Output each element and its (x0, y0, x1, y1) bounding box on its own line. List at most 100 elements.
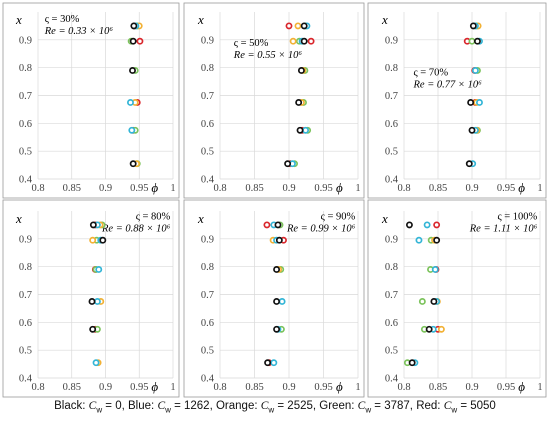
y-tick-label: 0.6 (385, 119, 398, 130)
x-axis-label: ϕ (151, 379, 158, 394)
porosity-annotation: ς = 70% (414, 67, 449, 78)
panel-4: 0.8 0.85 0.9 0.95 1 0.4 0.5 0.6 0.7 0.8 0.9 x ϕ ς = 8… (2, 199, 180, 398)
x-axis-label: ϕ (151, 180, 158, 195)
x-tick-label: 0.85 (63, 382, 81, 393)
panel-1: 0.8 0.85 0.9 0.95 1 0.4 0.5 0.6 0.7 0.8 0.9 x ϕ ς = 3… (2, 2, 180, 199)
y-tick-label: 0.5 (201, 147, 214, 158)
data-point-orange (89, 236, 97, 244)
y-axis-label: x (15, 211, 22, 226)
data-point-black (465, 160, 473, 168)
y-tick-label: 0.9 (201, 35, 214, 46)
reynolds-annotation: Re = 0.99 × 10⁶ (286, 223, 356, 234)
caption-entry-2: Orange: Cw = 2525 (215, 400, 313, 415)
data-point-orange (294, 22, 302, 30)
data-point-black (473, 37, 481, 45)
y-tick-label: 0.8 (19, 262, 32, 273)
x-tick-label: 0.9 (99, 183, 112, 194)
y-tick-label: 0.9 (19, 35, 32, 46)
x-tick-label: 0.95 (314, 382, 332, 393)
x-tick-label: 1 (355, 382, 360, 393)
porosity-annotation: ς = 50% (234, 38, 269, 49)
y-tick-label: 0.4 (201, 374, 215, 385)
data-point-blue (93, 298, 101, 305)
x-tick-label: 0.8 (397, 382, 410, 393)
x-tick-label: 0.8 (397, 183, 410, 194)
y-tick-label: 0.7 (385, 91, 398, 102)
data-point-blue (423, 221, 431, 229)
data-point-black (468, 126, 476, 134)
data-point-black (297, 66, 305, 74)
x-tick-label: 1 (170, 183, 175, 194)
data-point-black (275, 236, 283, 244)
data-point-black (408, 359, 416, 367)
data-point-black (296, 126, 304, 134)
data-point-blue (128, 126, 136, 134)
data-point-black (130, 22, 138, 30)
y-tick-label: 0.9 (385, 35, 398, 46)
data-point-blue (278, 298, 286, 305)
y-tick-label: 0.8 (385, 262, 398, 273)
data-point-black (89, 325, 97, 333)
x-tick-label: 0.9 (99, 382, 112, 393)
data-point-black (129, 160, 137, 168)
data-point-red (136, 37, 144, 45)
porosity-annotation: ς = 30% (45, 14, 80, 25)
y-tick-label: 0.5 (201, 346, 214, 357)
data-point-black (284, 160, 292, 168)
data-point-black (273, 298, 281, 305)
y-tick-label: 0.9 (201, 234, 214, 245)
y-axis-label: x (381, 211, 388, 226)
data-point-orange (437, 325, 445, 333)
y-tick-label: 0.6 (385, 318, 398, 329)
x-tick-label: 0.95 (314, 183, 332, 194)
y-tick-label: 0.4 (385, 175, 399, 186)
data-point-blue (302, 126, 310, 134)
data-point-red (433, 221, 441, 229)
data-point-blue (127, 99, 134, 106)
data-point-black (425, 325, 433, 333)
x-tick-label: 0.85 (429, 382, 447, 393)
data-point-black (129, 37, 137, 45)
x-tick-label: 0.95 (497, 382, 515, 393)
data-point-black (467, 99, 475, 106)
y-tick-label: 0.6 (19, 318, 32, 329)
data-point-black (89, 221, 97, 229)
y-tick-label: 0.9 (19, 234, 32, 245)
data-point-black (99, 236, 107, 244)
y-axis-label: x (381, 12, 388, 27)
data-point-black (88, 298, 96, 305)
data-point-red (263, 221, 271, 229)
panel-2: 0.8 0.85 0.9 0.95 1 0.4 0.5 0.6 0.7 0.8 0.9 x ϕ ς = 5… (183, 2, 365, 199)
x-tick-label: 0.9 (465, 382, 478, 393)
panel-5: 0.8 0.85 0.9 0.95 1 0.4 0.5 0.6 0.7 0.8 0.9 x ϕ ς = 9… (183, 199, 365, 398)
panel-6: 0.8 0.85 0.9 0.95 1 0.4 0.5 0.6 0.7 0.8 0.9 x ϕ ς = 1… (367, 199, 547, 398)
legend-caption: Black: Cw = 0, Blue: Cw = 1262, Orange: … (54, 400, 496, 415)
caption-entry-4: Red: Cw = 5050 (416, 400, 496, 415)
y-tick-label: 0.7 (19, 91, 32, 102)
x-tick-label: 0.9 (282, 183, 295, 194)
y-tick-label: 0.4 (19, 175, 33, 186)
x-axis-label: ϕ (518, 180, 525, 195)
x-tick-label: 0.95 (497, 183, 515, 194)
y-tick-label: 0.5 (385, 147, 398, 158)
y-tick-label: 0.8 (201, 63, 214, 74)
panel-frame (367, 199, 547, 398)
y-axis-label: x (15, 12, 22, 27)
x-tick-label: 0.8 (213, 382, 226, 393)
data-point-blue (431, 266, 439, 273)
panel-frame (183, 2, 365, 199)
x-tick-label: 0.95 (130, 183, 148, 194)
x-tick-label: 0.8 (31, 183, 44, 194)
caption-entry-0: Black: Cw = 0 (54, 400, 122, 415)
y-tick-label: 0.6 (19, 119, 32, 130)
x-tick-label: 0.85 (429, 183, 447, 194)
y-tick-label: 0.7 (201, 290, 214, 301)
y-tick-label: 0.8 (201, 262, 214, 273)
data-point-black (405, 221, 413, 229)
data-point-orange (289, 37, 297, 45)
data-point-blue (95, 266, 103, 273)
reynolds-annotation: Re = 0.33 × 10⁶ (44, 26, 114, 37)
x-tick-label: 0.85 (63, 183, 81, 194)
data-point-blue (476, 99, 483, 106)
